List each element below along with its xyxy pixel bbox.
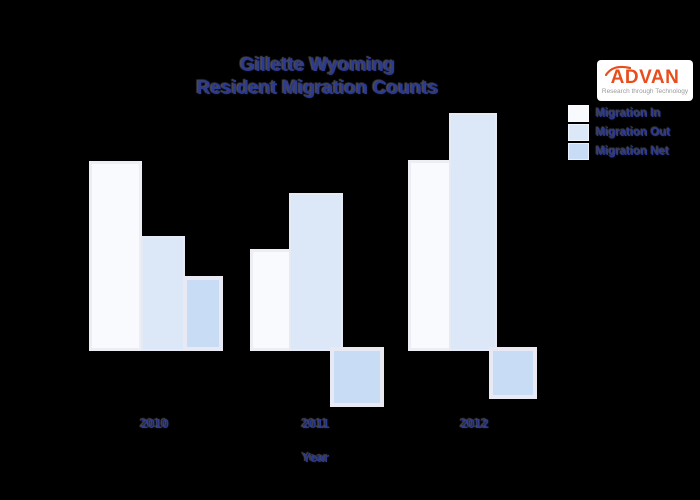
legend-item-migration-out: Migration Out	[568, 123, 671, 142]
bar-migration-out-2012	[449, 113, 497, 351]
legend-swatch-migration-out	[568, 124, 589, 141]
legend-label-migration-net: Migration Net	[596, 145, 670, 158]
bar-migration-in-2012	[408, 160, 452, 351]
x-tick-2011: 2011	[302, 417, 330, 431]
x-axis-label: Year	[302, 451, 330, 465]
legend-label-migration-out: Migration Out	[596, 126, 671, 139]
bar-migration-in-2011	[250, 249, 293, 351]
bar-migration-net-2010	[183, 276, 223, 351]
logo-wordmark: ADVAN	[610, 66, 680, 88]
advan-logo: ADVAN Research through Technology	[597, 60, 693, 101]
bar-migration-out-2011	[289, 193, 343, 351]
legend-item-migration-in: Migration In	[568, 104, 671, 123]
legend-label-migration-in: Migration In	[596, 107, 662, 120]
bar-migration-net-2012	[489, 347, 537, 399]
bar-migration-in-2010	[89, 161, 142, 351]
legend-swatch-migration-net	[568, 143, 589, 160]
bar-migration-out-2010	[141, 236, 185, 351]
legend-item-migration-net: Migration Net	[568, 142, 671, 161]
logo-swoosh-icon	[605, 65, 631, 76]
x-tick-2012: 2012	[461, 417, 489, 431]
x-tick-2010: 2010	[141, 417, 169, 431]
legend-swatch-migration-in	[568, 105, 589, 122]
logo-tagline: Research through Technology	[601, 87, 689, 95]
chart-title-line2: Resident Migration Counts	[197, 78, 439, 99]
bar-migration-net-2011	[330, 347, 384, 407]
chart-title: Gillette Wyoming Resident Migration Coun…	[118, 54, 518, 100]
legend: Migration In Migration Out Migration Net	[568, 104, 671, 161]
chart-title-line1: Gillette Wyoming	[240, 55, 396, 76]
